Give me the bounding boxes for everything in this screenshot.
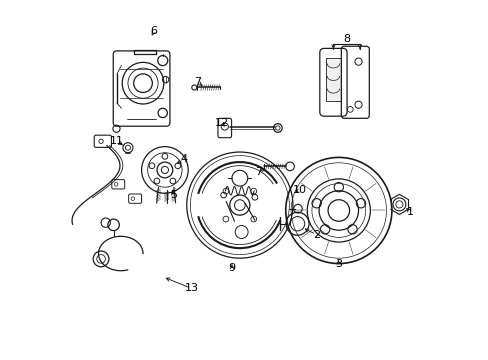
Text: 11: 11 xyxy=(110,136,124,146)
Text: 1: 1 xyxy=(406,207,413,217)
Text: 7: 7 xyxy=(194,77,201,87)
Text: 10: 10 xyxy=(292,185,306,195)
Text: 7: 7 xyxy=(255,167,262,177)
Text: 8: 8 xyxy=(343,34,349,44)
Text: 5: 5 xyxy=(170,190,177,200)
Text: 13: 13 xyxy=(184,283,198,293)
Text: 9: 9 xyxy=(228,263,235,273)
Bar xyxy=(325,58,340,101)
Text: 4: 4 xyxy=(180,154,187,164)
Text: 6: 6 xyxy=(150,26,157,36)
Text: 2: 2 xyxy=(312,230,319,239)
Text: 3: 3 xyxy=(334,259,341,269)
Text: 12: 12 xyxy=(215,118,229,128)
